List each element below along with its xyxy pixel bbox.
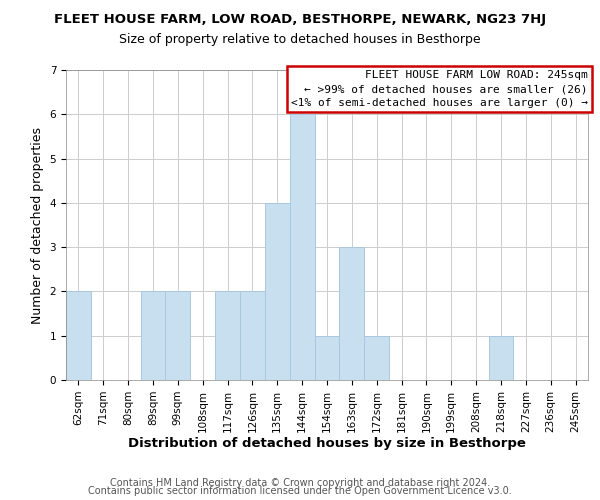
Bar [265,203,290,380]
Bar [340,247,364,380]
Bar [215,292,240,380]
Bar [364,336,389,380]
Text: Contains HM Land Registry data © Crown copyright and database right 2024.: Contains HM Land Registry data © Crown c… [110,478,490,488]
Text: FLEET HOUSE FARM, LOW ROAD, BESTHORPE, NEWARK, NG23 7HJ: FLEET HOUSE FARM, LOW ROAD, BESTHORPE, N… [54,12,546,26]
Bar [314,336,340,380]
Bar [140,292,166,380]
Text: Contains public sector information licensed under the Open Government Licence v3: Contains public sector information licen… [88,486,512,496]
Bar [66,292,91,380]
Bar [166,292,190,380]
Bar [290,114,314,380]
Text: Size of property relative to detached houses in Besthorpe: Size of property relative to detached ho… [119,32,481,46]
Text: FLEET HOUSE FARM LOW ROAD: 245sqm
← >99% of detached houses are smaller (26)
<1%: FLEET HOUSE FARM LOW ROAD: 245sqm ← >99%… [291,70,588,108]
Bar [488,336,514,380]
Bar [240,292,265,380]
X-axis label: Distribution of detached houses by size in Besthorpe: Distribution of detached houses by size … [128,438,526,450]
Y-axis label: Number of detached properties: Number of detached properties [31,126,44,324]
